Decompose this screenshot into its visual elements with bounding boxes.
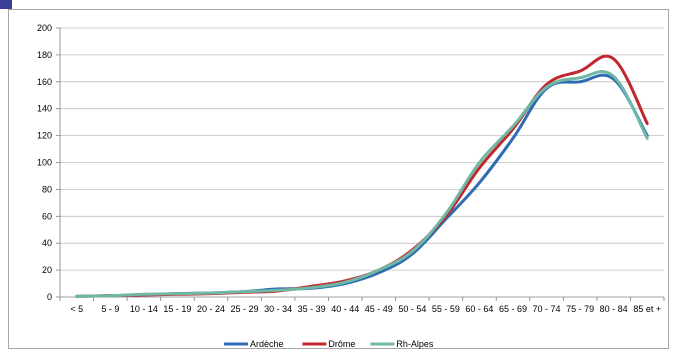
y-tick-label: 20 bbox=[42, 265, 52, 275]
y-tick-label: 120 bbox=[37, 131, 52, 141]
legend-label-0: Ardèche bbox=[250, 339, 284, 349]
x-tick-label: 70 - 74 bbox=[533, 304, 561, 314]
y-tick-label: 60 bbox=[42, 211, 52, 221]
y-tick-label: 0 bbox=[47, 292, 52, 302]
x-tick-label: 30 - 34 bbox=[264, 304, 292, 314]
chart-frame bbox=[8, 9, 669, 349]
y-tick-label: 80 bbox=[42, 184, 52, 194]
legend-label-1: Drôme bbox=[328, 339, 355, 349]
y-tick-label: 200 bbox=[37, 23, 52, 33]
series-line-1 bbox=[75, 54, 649, 298]
x-tick-label: 80 - 84 bbox=[600, 304, 628, 314]
y-axis: 0 20 40 60 80 100 120 140 160 180 200 bbox=[37, 23, 61, 302]
x-tick-label: 60 - 64 bbox=[465, 304, 493, 314]
x-tick-label: 85 et + bbox=[633, 304, 661, 314]
x-axis: < 5 5 - 9 10 - 14 15 - 19 20 - 24 25 - 29 30 -… bbox=[59, 296, 665, 314]
y-tick-label: 140 bbox=[37, 104, 52, 114]
header-accent bbox=[0, 0, 12, 9]
x-tick-label: 25 - 29 bbox=[231, 304, 259, 314]
x-tick-label: 15 - 19 bbox=[163, 304, 191, 314]
x-tick-label: 40 - 44 bbox=[331, 304, 359, 314]
series-line-0 bbox=[75, 73, 649, 298]
series-line-2 bbox=[75, 70, 649, 298]
y-tick-label: 180 bbox=[37, 50, 52, 60]
top-strip bbox=[0, 0, 679, 9]
x-tick-label: 50 - 54 bbox=[398, 304, 426, 314]
x-tick-label: 35 - 39 bbox=[298, 304, 326, 314]
y-tick-label: 40 bbox=[42, 238, 52, 248]
grid-lines bbox=[60, 27, 664, 271]
x-tick-label: 45 - 49 bbox=[365, 304, 393, 314]
legend-label-2: Rh-Alpes bbox=[396, 339, 434, 349]
y-tick-label: 160 bbox=[37, 77, 52, 87]
x-tick-label: 65 - 69 bbox=[499, 304, 527, 314]
legend: Ardèche Drôme Rh-Alpes bbox=[224, 339, 434, 349]
x-tick-label: 5 - 9 bbox=[101, 304, 119, 314]
series-lines bbox=[75, 54, 649, 298]
x-tick-label: 55 - 59 bbox=[432, 304, 460, 314]
x-tick-label: < 5 bbox=[70, 304, 83, 314]
x-tick-label: 75 - 79 bbox=[566, 304, 594, 314]
x-tick-label: 10 - 14 bbox=[130, 304, 158, 314]
y-tick-label: 100 bbox=[37, 158, 52, 168]
x-tick-label: 20 - 24 bbox=[197, 304, 225, 314]
